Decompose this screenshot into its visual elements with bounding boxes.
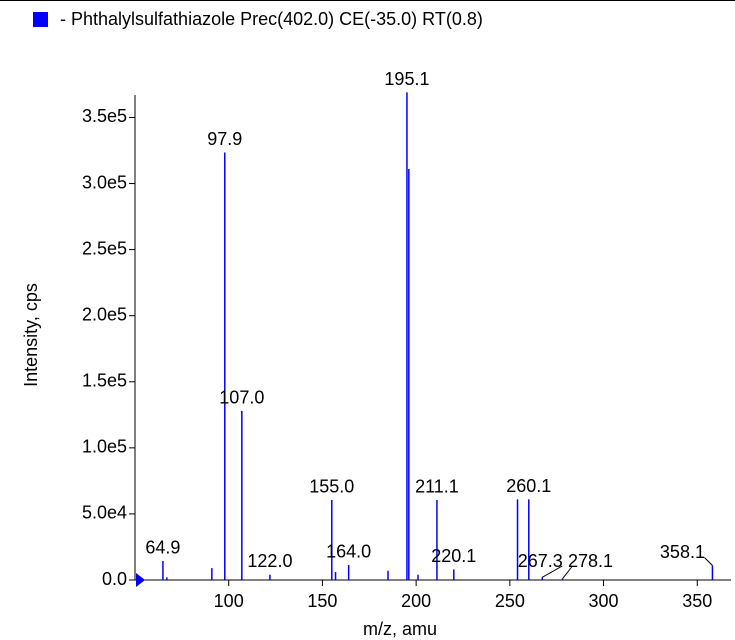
- y-tick-label: 5.0e4: [82, 503, 127, 523]
- peak-label: 97.9: [207, 129, 242, 149]
- legend-swatch: [33, 12, 48, 27]
- peak-label: 267.3: [518, 551, 563, 571]
- peak-label: 155.0: [309, 477, 354, 497]
- origin-marker: [136, 573, 145, 587]
- leader-line: [562, 565, 573, 579]
- peak-label: 211.1: [415, 477, 459, 497]
- leader-line: [542, 565, 563, 578]
- y-tick-label: 3.5e5: [82, 106, 127, 126]
- x-tick-label: 300: [589, 591, 619, 611]
- y-tick-label: 3.0e5: [82, 172, 127, 192]
- y-tick-label: 2.5e5: [82, 238, 127, 258]
- peak-label: 195.1: [384, 69, 429, 89]
- x-axis-label: m/z, amu: [363, 619, 437, 639]
- legend-label: - Phthalylsulfathiazole Prec(402.0) CE(-…: [60, 9, 483, 29]
- x-tick-label: 200: [401, 591, 431, 611]
- x-tick-label: 100: [214, 591, 244, 611]
- y-tick-label: 2.0e5: [82, 304, 127, 324]
- y-tick-label: 1.5e5: [82, 371, 127, 391]
- leader-line: [704, 557, 713, 566]
- peak-label: 260.1: [506, 476, 551, 496]
- x-tick-label: 250: [495, 591, 525, 611]
- y-tick-label: 0.0: [102, 569, 127, 589]
- x-tick-label: 150: [307, 591, 337, 611]
- peak-label: 220.1: [431, 546, 476, 566]
- y-axis-label: Intensity, cps: [21, 283, 41, 387]
- y-tick-label: 1.0e5: [82, 437, 127, 457]
- peak-label: 358.1: [660, 542, 705, 562]
- peak-label: 107.0: [219, 388, 264, 408]
- peak-label: 64.9: [145, 538, 180, 558]
- peak-label: 164.0: [326, 542, 371, 562]
- x-tick-label: 350: [682, 591, 712, 611]
- peak-label: 278.1: [568, 551, 613, 571]
- peak-label: 122.0: [247, 551, 292, 571]
